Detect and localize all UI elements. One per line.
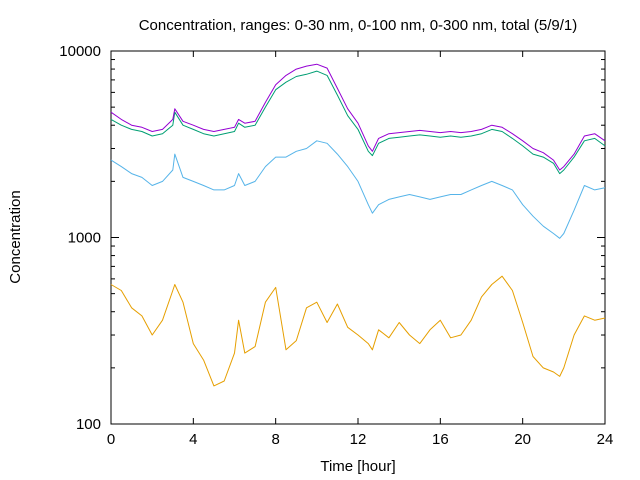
series-line-2 (110, 140, 606, 239)
x-tick-label: 8 (271, 431, 279, 448)
y-tick-label: 100 (76, 416, 101, 433)
chart-title: Concentration, ranges: 0-30 nm, 0-100 nm… (139, 17, 578, 34)
series-line-4 (110, 63, 606, 171)
x-tick-label: 4 (189, 431, 197, 448)
x-tick-label: 0 (107, 431, 115, 448)
y-axis-label: Concentration (7, 190, 24, 283)
series-line-3 (110, 70, 606, 175)
y-tick-label: 1000 (68, 230, 101, 247)
x-tick-label: 24 (597, 431, 614, 448)
axis-ticks: 0 4 8 12 16 20 24 100 1000 10000 (59, 43, 613, 448)
x-axis-label: Time [hour] (320, 458, 395, 475)
series-group (110, 63, 606, 387)
plot-frame (110, 50, 606, 425)
x-tick-label: 12 (350, 431, 367, 448)
x-tick-label: 20 (514, 431, 531, 448)
x-tick-label: 16 (432, 431, 449, 448)
y-tick-label: 10000 (59, 43, 101, 60)
series-line-1 (110, 275, 606, 387)
